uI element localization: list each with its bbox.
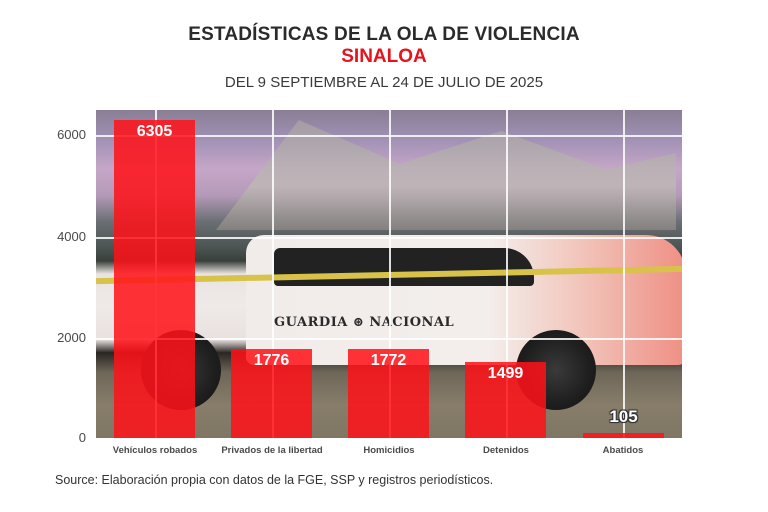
y-tick-2000: 2000 bbox=[57, 330, 86, 345]
background-photo-truck-text: GUARDIA ⊛ NACIONAL bbox=[274, 315, 455, 330]
gridline-v bbox=[506, 110, 508, 438]
bar-value-label: 1499 bbox=[487, 365, 524, 382]
chart-date-range: DEL 9 SEPTIEMBRE AL 24 DE JULIO DE 2025 bbox=[224, 74, 544, 91]
gridline-v bbox=[272, 110, 274, 438]
background-photo-building bbox=[216, 120, 676, 230]
x-tick-vehiculos-robados: Vehículos robados bbox=[112, 445, 198, 456]
x-tick-abatidos: Abatidos bbox=[602, 445, 644, 456]
chart-region: SINALOA bbox=[341, 46, 427, 67]
y-tick-4000: 4000 bbox=[57, 229, 86, 244]
bar-value-label: 1772 bbox=[370, 352, 407, 369]
gridline-v bbox=[623, 110, 625, 438]
bar-value-label: 6305 bbox=[136, 123, 173, 140]
x-tick-privados-de-la-libertad: Privados de la libertad bbox=[221, 445, 323, 456]
chart-title: ESTADÍSTICAS DE LA OLA DE VIOLENCIA bbox=[188, 24, 580, 45]
background-photo-truck-window bbox=[274, 248, 534, 286]
bar-detenidos[interactable]: 1499 bbox=[465, 362, 546, 438]
gridline-v bbox=[389, 110, 391, 438]
y-tick-0: 0 bbox=[78, 430, 86, 445]
bar-value-label: 105 bbox=[609, 407, 638, 426]
bar-vehiculos-robados[interactable]: 6305 bbox=[114, 120, 195, 438]
bar-value-label: 1776 bbox=[253, 352, 290, 369]
bar-privados-de-la-libertad[interactable]: 1776 bbox=[231, 349, 312, 438]
bar-abatidos[interactable]: 105 bbox=[583, 407, 664, 438]
plot-area: GUARDIA ⊛ NACIONAL 6305 1776 1772 1499 1… bbox=[96, 110, 682, 438]
x-tick-detenidos: Detenidos bbox=[483, 445, 529, 456]
x-tick-homicidios: Homicidios bbox=[363, 445, 415, 456]
source-note: Source: Elaboración propia con datos de … bbox=[55, 473, 494, 487]
bar-homicidios[interactable]: 1772 bbox=[348, 349, 429, 438]
y-tick-6000: 6000 bbox=[57, 127, 86, 142]
